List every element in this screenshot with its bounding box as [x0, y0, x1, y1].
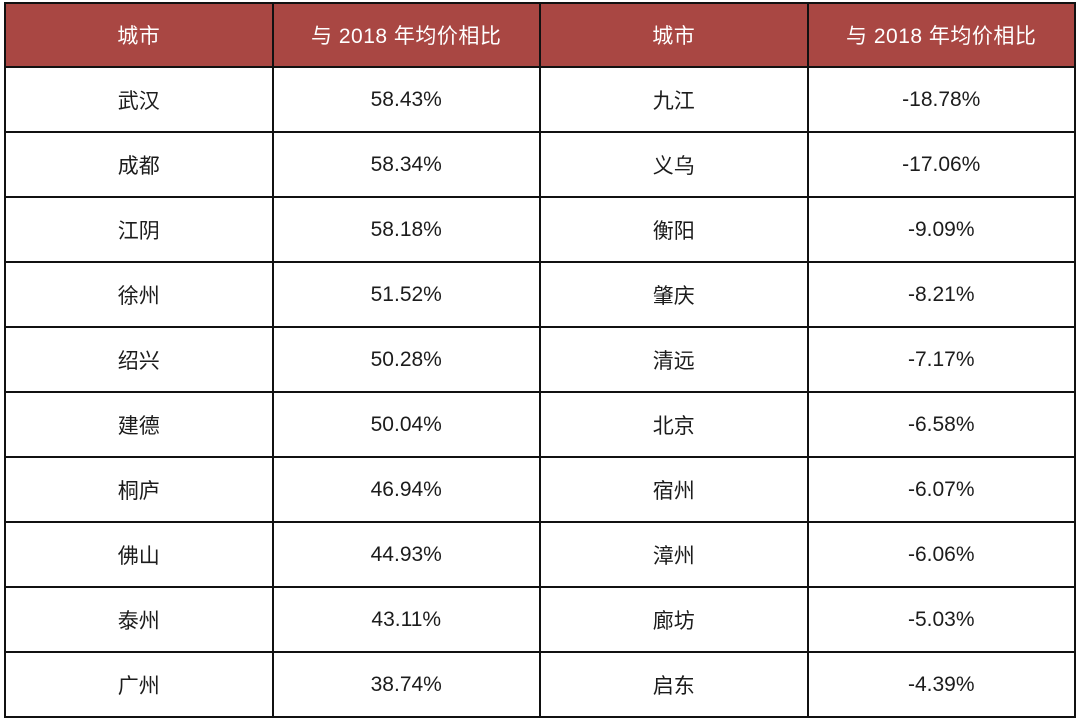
- value-cell: -7.17%: [806, 326, 1076, 393]
- header-change-left: 与 2018 年均价相比: [271, 2, 541, 68]
- table-header: 城市 与 2018 年均价相比 城市 与 2018 年均价相比: [4, 2, 1076, 68]
- table-row: 泰州 43.11% 廊坊 -5.03%: [4, 586, 1076, 653]
- city-cell: 清远: [539, 326, 809, 393]
- city-cell: 宿州: [539, 456, 809, 523]
- table-row: 江阴 58.18% 衡阳 -9.09%: [4, 196, 1076, 263]
- value-cell: 43.11%: [271, 586, 541, 653]
- table-body: 武汉 58.43% 九江 -18.78% 成都 58.34% 义乌 -17.06% 江阴 58.1…: [4, 66, 1076, 718]
- value-cell: 51.52%: [271, 261, 541, 328]
- value-cell: -9.09%: [806, 196, 1076, 263]
- table-row: 武汉 58.43% 九江 -18.78%: [4, 66, 1076, 133]
- city-cell: 北京: [539, 391, 809, 458]
- city-cell: 肇庆: [539, 261, 809, 328]
- value-cell: 38.74%: [271, 651, 541, 718]
- table-row: 佛山 44.93% 漳州 -6.06%: [4, 521, 1076, 588]
- city-cell: 江阴: [4, 196, 274, 263]
- city-cell: 衡阳: [539, 196, 809, 263]
- table-row: 成都 58.34% 义乌 -17.06%: [4, 131, 1076, 198]
- value-cell: 46.94%: [271, 456, 541, 523]
- value-cell: -6.07%: [806, 456, 1076, 523]
- value-cell: 58.43%: [271, 66, 541, 133]
- value-cell: -6.58%: [806, 391, 1076, 458]
- city-cell: 成都: [4, 131, 274, 198]
- value-cell: -5.03%: [806, 586, 1076, 653]
- city-cell: 启东: [539, 651, 809, 718]
- table-row: 建德 50.04% 北京 -6.58%: [4, 391, 1076, 458]
- city-cell: 义乌: [539, 131, 809, 198]
- city-cell: 建德: [4, 391, 274, 458]
- city-cell: 九江: [539, 66, 809, 133]
- header-city-right: 城市: [539, 2, 809, 68]
- city-cell: 佛山: [4, 521, 274, 588]
- city-cell: 徐州: [4, 261, 274, 328]
- header-city-left: 城市: [4, 2, 274, 68]
- city-cell: 武汉: [4, 66, 274, 133]
- value-cell: -4.39%: [806, 651, 1076, 718]
- value-cell: 50.28%: [271, 326, 541, 393]
- table-row: 绍兴 50.28% 清远 -7.17%: [4, 326, 1076, 393]
- city-cell: 廊坊: [539, 586, 809, 653]
- header-row: 城市 与 2018 年均价相比 城市 与 2018 年均价相比: [4, 2, 1076, 68]
- table-row: 广州 38.74% 启东 -4.39%: [4, 651, 1076, 718]
- table-row: 桐庐 46.94% 宿州 -6.07%: [4, 456, 1076, 523]
- city-cell: 泰州: [4, 586, 274, 653]
- value-cell: -6.06%: [806, 521, 1076, 588]
- header-change-right: 与 2018 年均价相比: [806, 2, 1076, 68]
- value-cell: 58.34%: [271, 131, 541, 198]
- table-row: 徐州 51.52% 肇庆 -8.21%: [4, 261, 1076, 328]
- value-cell: -18.78%: [806, 66, 1076, 133]
- city-cell: 漳州: [539, 521, 809, 588]
- city-cell: 绍兴: [4, 326, 274, 393]
- value-cell: -8.21%: [806, 261, 1076, 328]
- value-cell: 50.04%: [271, 391, 541, 458]
- value-cell: 58.18%: [271, 196, 541, 263]
- city-cell: 广州: [4, 651, 274, 718]
- price-comparison-table: 城市 与 2018 年均价相比 城市 与 2018 年均价相比 武汉 58.43%…: [4, 2, 1076, 718]
- value-cell: 44.93%: [271, 521, 541, 588]
- value-cell: -17.06%: [806, 131, 1076, 198]
- city-cell: 桐庐: [4, 456, 274, 523]
